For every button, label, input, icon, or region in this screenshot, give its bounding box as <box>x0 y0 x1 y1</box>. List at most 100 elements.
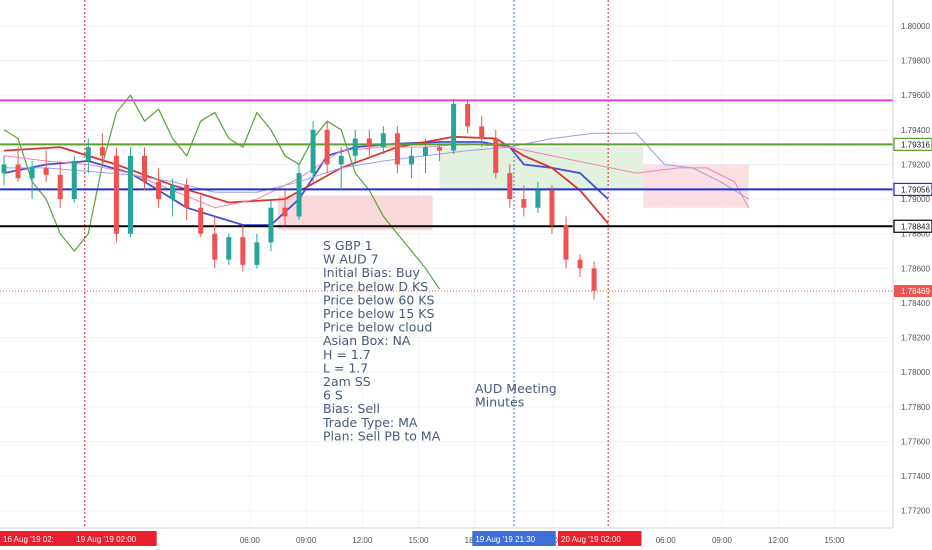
candle <box>142 147 147 191</box>
candle <box>99 133 105 165</box>
candle <box>423 138 428 174</box>
price-tick: 1.79400 <box>901 126 930 135</box>
candle <box>254 233 260 269</box>
time-badge-label: 16 Aug '19 02: <box>3 535 54 544</box>
candle <box>240 225 246 272</box>
cloud-band <box>439 147 644 191</box>
candle-body <box>423 147 428 156</box>
time-badge-box <box>73 531 157 546</box>
candle <box>1 155 7 186</box>
candle <box>549 185 555 234</box>
time-badge: 20 Aug '19 02:00 <box>558 531 642 546</box>
candle-body <box>282 207 288 217</box>
price-tick: 1.77400 <box>901 472 930 481</box>
price-tick: 1.79600 <box>901 91 930 100</box>
price-axis-bg <box>893 0 932 550</box>
plan-line: Plan: Sell PB to MA <box>323 428 441 443</box>
time-tick: 15:00 <box>408 536 429 545</box>
candle <box>170 178 176 217</box>
price-tick: 1.77600 <box>901 437 930 446</box>
candle <box>226 233 232 265</box>
plan-line: H = 1.7 <box>323 347 371 362</box>
time-tick: 15:00 <box>824 536 845 545</box>
candle <box>15 147 21 182</box>
candle-body <box>156 181 162 200</box>
price-tick: 1.78400 <box>901 299 930 308</box>
candle <box>85 138 91 174</box>
candle-body <box>15 164 21 179</box>
plan-line: Price below 60 KS <box>323 292 434 307</box>
time-axis[interactable]: 06:0009:0012:0015:0018:002006:0009:0012:… <box>0 527 932 550</box>
candle-body <box>184 185 190 208</box>
plan-line: L = 1.7 <box>323 360 368 375</box>
price-tick: 1.79000 <box>901 195 930 204</box>
candle <box>521 185 527 217</box>
candle <box>184 178 190 220</box>
price-tag-box <box>893 182 932 196</box>
candle-body <box>493 138 499 174</box>
candle-body <box>254 242 260 265</box>
candle-body <box>338 155 344 165</box>
indicator-line <box>4 132 749 200</box>
candle-body <box>380 133 386 148</box>
plan-line: W AUD 7 <box>323 252 379 267</box>
candle-body <box>170 185 176 200</box>
candle <box>535 181 541 213</box>
last-price-tag: 1.78469 <box>894 285 932 298</box>
candle-body <box>310 129 316 174</box>
price-tick: 1.79800 <box>901 57 930 66</box>
plan-line: Bias: Sell <box>323 401 380 416</box>
candle-body <box>1 164 7 174</box>
event-label: Minutes <box>475 395 524 410</box>
candle-body <box>563 225 569 260</box>
candle-body <box>212 233 218 260</box>
candle <box>296 164 302 220</box>
time-badge: 16 Aug '19 02: <box>0 531 75 546</box>
time-badge-label: 19 Aug '19 02:00 <box>76 535 136 544</box>
candle-body <box>113 155 119 234</box>
time-badge: 19 Aug '19 02:00 <box>73 531 157 546</box>
candle-body <box>591 268 597 291</box>
candle-body <box>479 126 485 139</box>
candle <box>352 129 358 165</box>
price-tag-label: 1.79316 <box>901 140 930 149</box>
plan-line: Price below cloud <box>323 320 432 335</box>
candle-body <box>240 237 246 265</box>
time-tick: 09:00 <box>712 536 733 545</box>
candle-body <box>394 133 400 165</box>
candle-body <box>57 174 63 200</box>
event-label: AUD Meeting <box>475 381 557 396</box>
last-price-box <box>894 285 932 298</box>
cloud-band <box>277 195 433 231</box>
candle-body <box>127 155 133 234</box>
candle <box>198 195 204 238</box>
candle <box>282 190 288 226</box>
time-badge-box <box>472 531 556 546</box>
price-tag-label: 1.78843 <box>901 222 930 231</box>
price-tick: 1.78800 <box>901 230 930 239</box>
candle-body <box>535 190 541 208</box>
candle <box>493 129 499 179</box>
candle-body <box>296 173 302 217</box>
candle-body <box>226 237 232 260</box>
time-badge: 19 Aug '19 21:30 <box>472 531 556 546</box>
time-badge-label: 20 Aug '19 02:00 <box>561 535 621 544</box>
candle <box>465 100 471 134</box>
candle-body <box>507 173 513 200</box>
price-tag: 1.78843 <box>893 219 932 233</box>
candle <box>408 147 414 179</box>
price-tag-box <box>893 137 932 151</box>
candle <box>366 129 372 156</box>
plan-line: Initial Bias: Buy <box>323 265 420 280</box>
price-axis[interactable]: 1.80000 1.79800 1.79600 1.79400 1.79200 1.790… <box>892 0 932 550</box>
candle <box>577 254 583 277</box>
horizontal-levels <box>0 99 893 292</box>
event-vertical-lines <box>84 0 609 528</box>
time-tick: 12:00 <box>352 536 373 545</box>
candle-body <box>324 129 330 165</box>
candle-body <box>451 103 457 151</box>
candle <box>127 147 133 238</box>
candle <box>156 167 162 208</box>
